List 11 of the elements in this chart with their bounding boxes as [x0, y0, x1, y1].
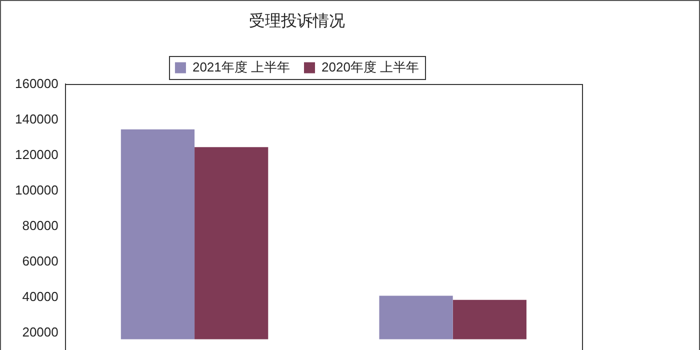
y-tick-label: 100000	[14, 182, 58, 198]
legend-label: 2021年度 上半年	[192, 59, 290, 74]
y-tick-label: 20000	[22, 324, 58, 340]
y-tick-label: 80000	[22, 218, 58, 234]
y-tick-label: 60000	[22, 254, 58, 269]
y-tick-label: 160000	[14, 76, 58, 91]
chart-title: 受理投诉情况	[249, 12, 345, 30]
y-tick-label: 40000	[22, 289, 58, 304]
y-tick-label: 140000	[14, 111, 58, 126]
y-tick-label: 120000	[14, 146, 58, 162]
legend-label: 2020年度 上半年	[322, 59, 420, 74]
